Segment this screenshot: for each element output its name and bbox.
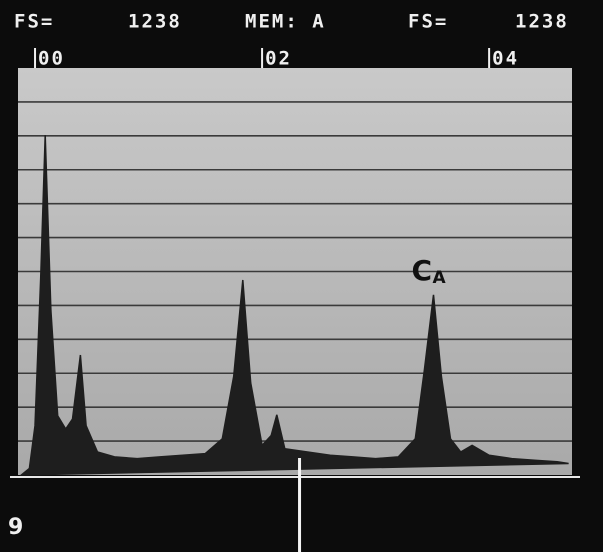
memory: MEM: A [245, 11, 326, 33]
x-tick-label: 00 [38, 48, 65, 70]
full-scale: 1238 [515, 11, 569, 33]
x-tick-label: 04 [492, 48, 519, 70]
x-tick-label: 02 [265, 48, 292, 70]
fs-label: FS= [408, 11, 448, 33]
annotation-sub: A [433, 268, 447, 288]
figure-label: 9 [8, 515, 23, 540]
fs-label: FS= [14, 11, 54, 33]
annotation: C [412, 254, 433, 287]
full-scale: 1238 [128, 11, 182, 33]
display: FS= 1238 MEM: A FS= 1238 9 00 02 04 CA [0, 0, 603, 552]
